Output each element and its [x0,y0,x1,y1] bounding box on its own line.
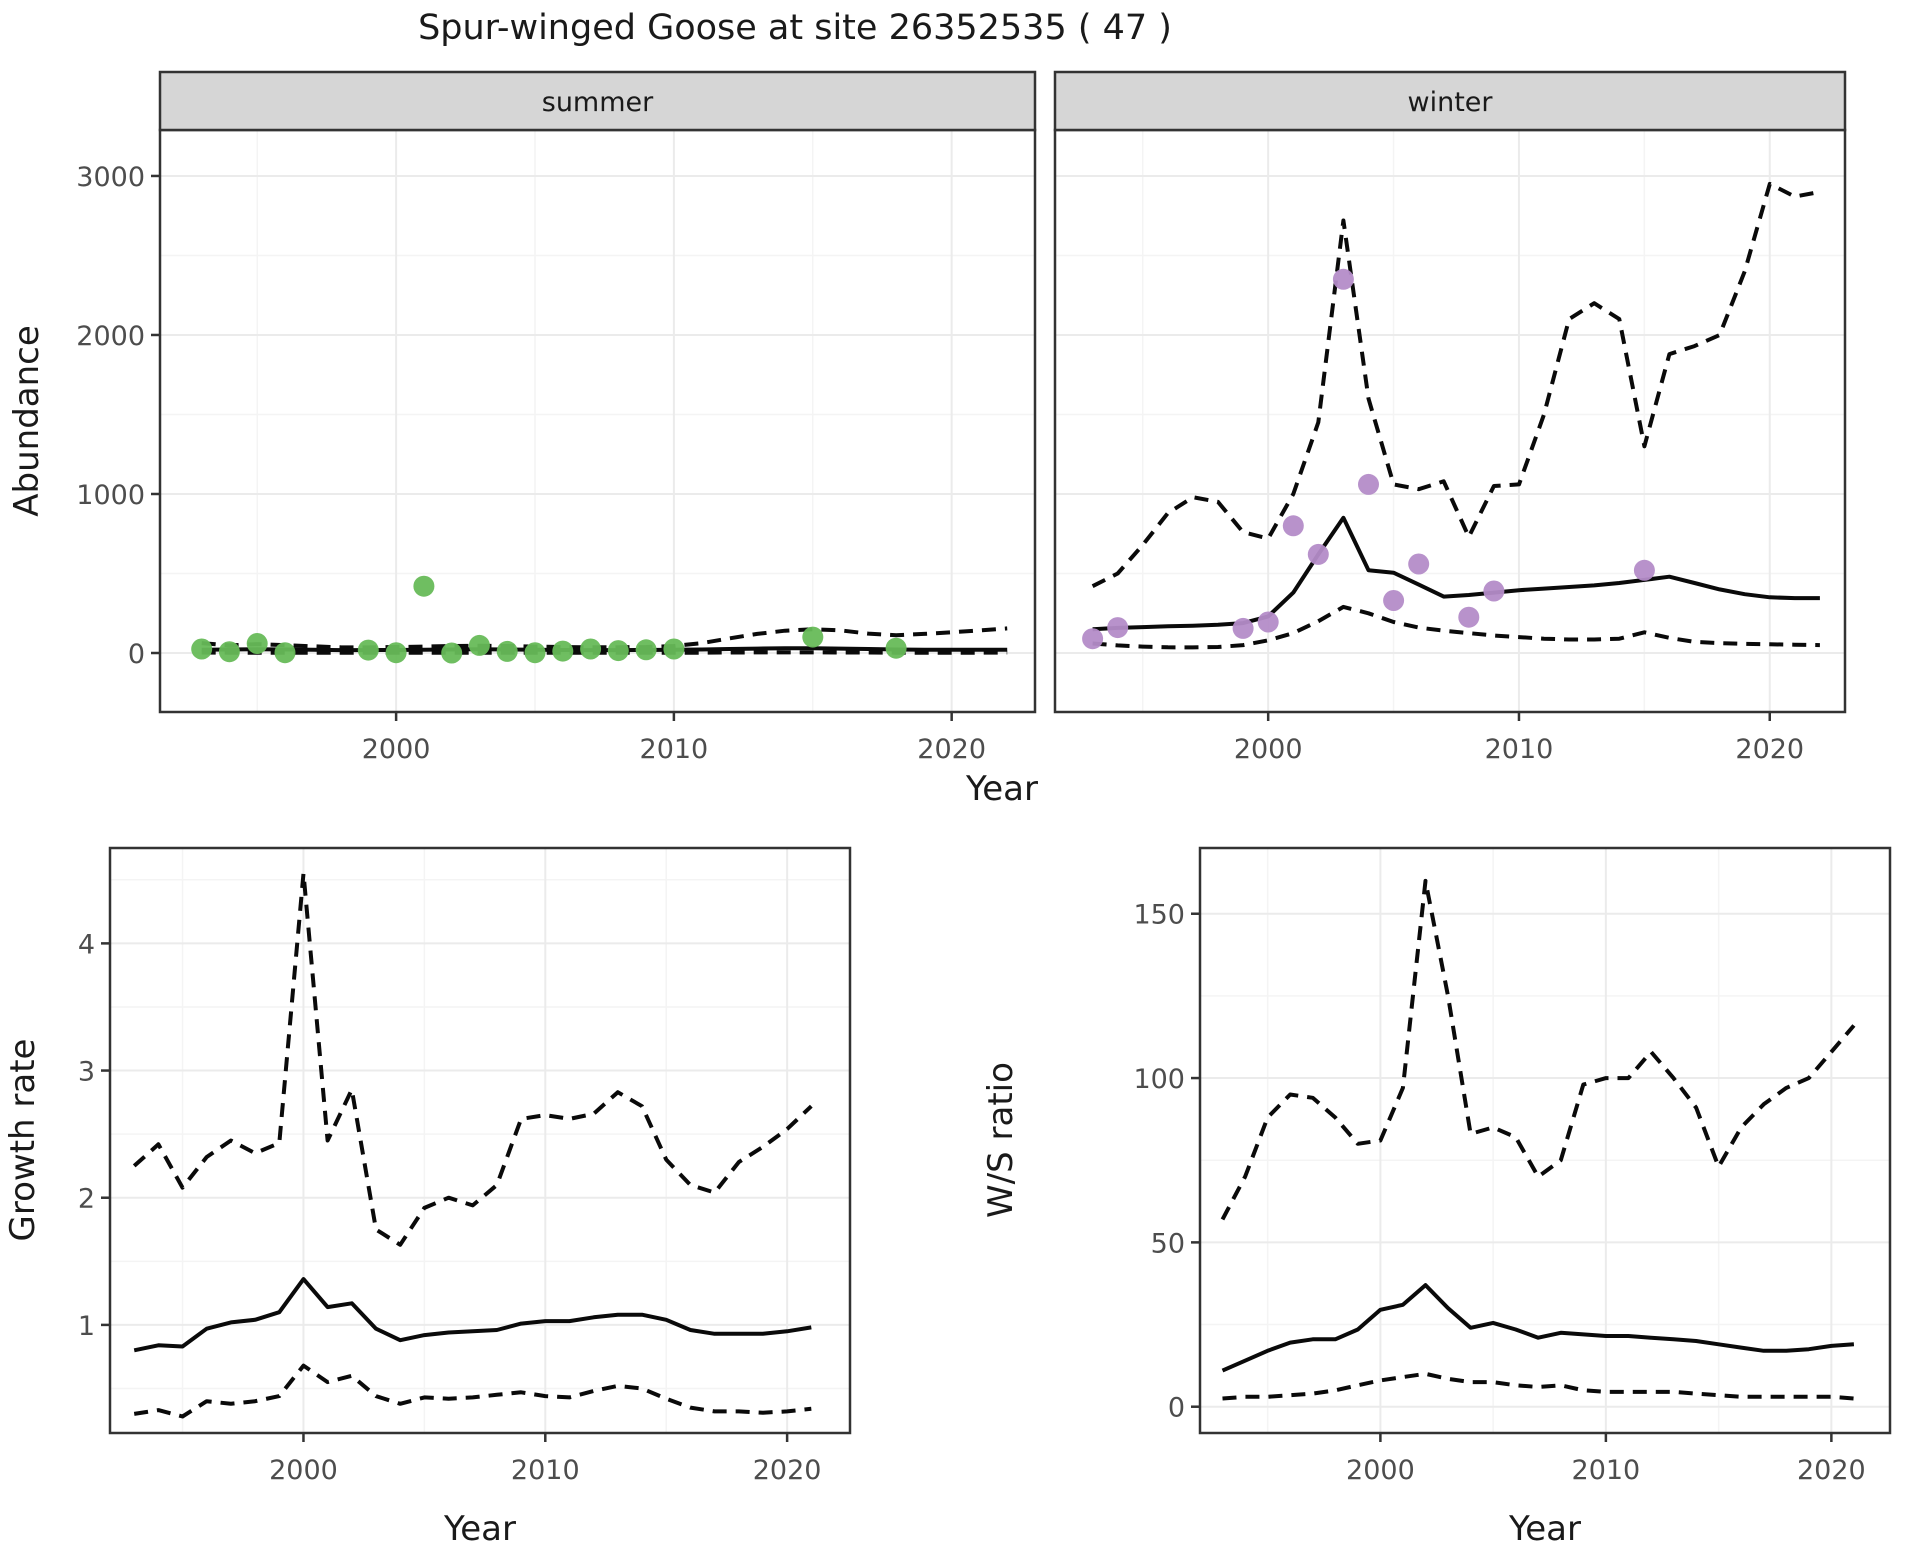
x-axis-title: Year [1508,1509,1581,1549]
data-point [1232,617,1254,639]
data-point [885,637,907,659]
facet-strip [1053,70,1847,132]
data-point [1107,617,1129,639]
panel-border [1198,846,1892,1435]
x-tick-label: 2010 [1572,1455,1641,1486]
data-point [580,638,602,660]
x-axis-title: Year [443,1509,516,1549]
data-point [524,642,546,664]
y-axis-title: W/S ratio [981,1062,1021,1218]
y-tick-label: 150 [1133,900,1185,931]
panel-abundance-summer: summer 2000 2010 2020 0 1000 2000 3000 Abundance… [7,70,1038,809]
facet-strip-label: summer [542,87,654,118]
panel-ws-ratio: 2000 2010 2020 0 50 100 150 W/S ratio Year [981,846,1892,1549]
y-tick-label: 50 [1151,1228,1185,1259]
data-point [1282,515,1304,537]
data-point [1383,590,1405,611]
data-point [1307,543,1329,565]
plot-title: Spur-winged Goose at site 26352535 ( 47 … [418,8,1172,48]
x-tick-label: 2010 [1485,734,1554,765]
data-point [468,634,490,656]
y-tick-label: 2 [78,1184,95,1215]
data-point [1633,559,1655,581]
panel-border [158,128,1037,714]
panel-growth-rate: 2000 2010 2020 1 2 3 4 Growth rate Year [3,846,852,1549]
fit-line [201,646,1008,653]
panel-abundance-winter: winter 2000 2010 2020 [1053,70,1847,765]
data-point [635,639,657,661]
data-point [663,638,685,660]
x-tick-label: 2000 [1346,1455,1415,1486]
x-tick-label: 2000 [1234,734,1303,765]
lower-ci-line [133,1363,812,1419]
data-point [413,575,435,597]
data-point [1257,611,1279,633]
data-point [496,640,518,662]
y-tick-label: 1 [78,1311,95,1342]
data-point [1458,606,1480,628]
fit-line [1221,1283,1855,1373]
data-point [191,638,213,660]
y-tick-label: 2000 [76,321,145,352]
y-tick-label: 4 [78,929,95,960]
data-point [441,642,463,664]
facet-strip [158,70,1037,132]
y-tick-label: 3 [78,1057,95,1088]
y-tick-label: 100 [1133,1064,1185,1095]
data-point [1082,628,1104,650]
fit-line [133,1277,812,1353]
y-tick-label: 0 [128,639,145,670]
x-tick-label: 2020 [1735,734,1804,765]
lower-ci-line [1092,604,1820,650]
y-axis-title: Growth rate [3,1039,43,1242]
x-tick-label: 2020 [753,1455,822,1486]
fit-line [1092,515,1820,632]
x-tick-label: 2000 [269,1455,338,1486]
data-point [357,639,379,661]
y-tick-label: 3000 [76,162,145,193]
data-point [552,640,574,662]
data-point [1408,553,1430,575]
x-axis-title: Year [965,769,1038,809]
data-point [1358,473,1379,495]
upper-ci-line [201,626,1008,650]
upper-ci-line [1091,181,1821,588]
x-tick-label: 2010 [511,1455,580,1486]
y-axis-title: Abundance [7,325,47,517]
y-tick-label: 0 [1168,1393,1185,1424]
x-tick-label: 2020 [1797,1455,1866,1486]
x-tick-label: 2020 [917,734,986,765]
lower-ci-line [1222,1371,1855,1401]
data-point [385,642,407,664]
facet-strip-label: winter [1408,87,1494,118]
data-point [607,640,629,662]
data-point [274,642,296,664]
upper-ci-line [132,871,813,1247]
upper-ci-line [1220,878,1856,1221]
x-tick-label: 2010 [640,734,709,765]
data-point [1483,580,1505,602]
panel-border [108,846,852,1435]
y-tick-label: 1000 [76,480,145,511]
data-point [218,641,240,663]
data-point [1332,268,1354,290]
data-point [246,633,268,654]
x-tick-label: 2000 [362,734,431,765]
data-point [802,626,824,648]
